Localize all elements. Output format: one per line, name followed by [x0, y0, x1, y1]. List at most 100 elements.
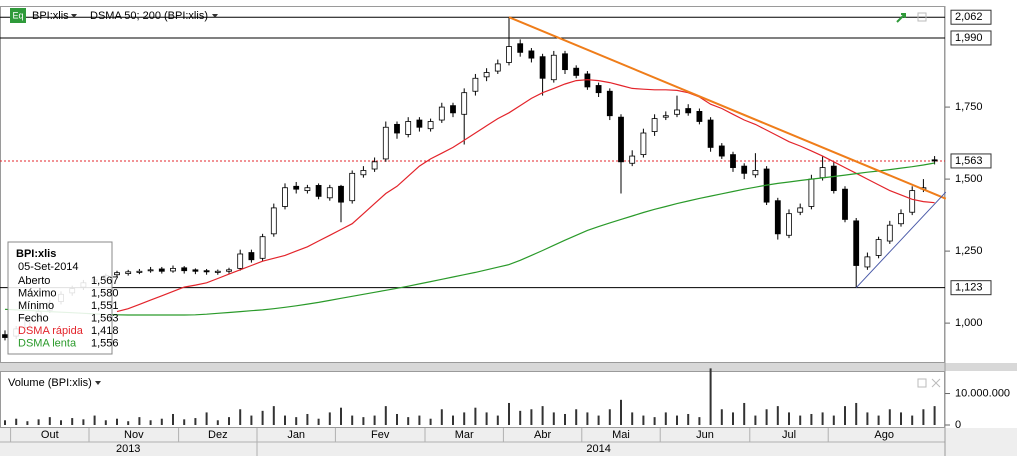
candle-body [494, 63, 501, 72]
candle-body [203, 270, 210, 273]
volume-bar [832, 415, 835, 425]
volume-bar [418, 415, 421, 425]
candle-body [472, 77, 479, 92]
candle-body [550, 54, 557, 81]
volume-tick-label: 10.000.000 [955, 387, 1010, 399]
volume-bar [821, 412, 824, 425]
candle-body [864, 256, 871, 268]
volume-bar [530, 409, 533, 425]
candle-body [539, 56, 546, 79]
trend-line [508, 16, 947, 200]
volume-bar [911, 415, 914, 425]
candle-body [114, 272, 120, 276]
volume-bar [272, 406, 275, 425]
info-value: 1,580 [91, 287, 119, 299]
candle-body [662, 115, 669, 118]
volume-bar [844, 406, 846, 425]
x-tick-label: Mai [612, 429, 630, 441]
dropdown-arrow[interactable] [212, 14, 218, 18]
candle-body [562, 53, 568, 71]
volume-bar [564, 413, 566, 425]
candle-body [886, 224, 893, 242]
candle-body [730, 154, 736, 168]
volume-bar [933, 406, 936, 425]
volume-bar [4, 420, 6, 425]
volume-panel [0, 371, 945, 428]
candle-body [360, 170, 367, 176]
volume-bar [620, 399, 622, 425]
volume-bar [82, 419, 85, 425]
candle-body [595, 85, 602, 94]
x-tick-label: Jan [287, 429, 305, 441]
candle-body [931, 159, 938, 162]
info-label: Mínimo [18, 300, 54, 312]
volume-bar [541, 406, 544, 425]
candle-body [696, 111, 703, 122]
chart-icon[interactable] [10, 8, 26, 23]
x-tick-label: Fev [371, 429, 390, 441]
volume-title: Volume (BPI:xlis) [8, 377, 92, 389]
volume-bar [552, 412, 555, 425]
close-icon[interactable] [931, 378, 941, 388]
x-tick-label: Dez [208, 429, 228, 441]
y-tick-label: 1,500 [955, 173, 983, 185]
volume-bar [866, 412, 869, 425]
y-tick-label: 1,750 [955, 101, 983, 113]
volume-bar [373, 415, 376, 425]
candle-body [909, 190, 916, 213]
chart-icon-label: Eq [12, 10, 23, 20]
candle-body [830, 165, 837, 192]
info-value: 1,563 [91, 312, 119, 324]
volume-bar [631, 412, 634, 425]
candle-body [517, 43, 524, 53]
candle-body [797, 207, 804, 213]
moving-average-line [4, 162, 935, 316]
candle-body [819, 167, 826, 179]
year-label: 2014 [586, 443, 610, 455]
candle-body [248, 252, 255, 261]
candle-body [842, 188, 848, 220]
trend-icon[interactable] [896, 13, 906, 23]
candle-body [629, 155, 636, 164]
candle-body [438, 106, 445, 121]
candle-body [528, 50, 535, 59]
candle-body [786, 213, 792, 236]
volume-bar [26, 421, 29, 425]
volume-bar [664, 412, 667, 425]
legend-entry: DSMA rápida [18, 325, 84, 337]
volume-bar [250, 415, 253, 425]
volume-bar [485, 412, 488, 425]
volume-bar [104, 420, 107, 425]
candle-body [226, 269, 232, 272]
candle-body [674, 109, 680, 115]
volume-bar [608, 409, 611, 425]
candle-body [125, 271, 132, 274]
price-label: 1,990 [955, 32, 983, 44]
candle-body [405, 121, 412, 135]
volume-bar [474, 407, 477, 425]
volume-bar [37, 419, 40, 425]
price-label-box [950, 280, 992, 296]
volume-bar [496, 415, 499, 425]
legend-value: 1,556 [91, 337, 119, 349]
candle-body [136, 270, 143, 273]
candle-body [450, 105, 456, 114]
volume-bar [642, 415, 645, 425]
volume-bar [508, 402, 510, 425]
candle-body [192, 269, 199, 272]
dropdown-arrow[interactable] [95, 381, 101, 385]
candle-body [741, 165, 748, 174]
volume-tick-label: 0 [955, 419, 961, 431]
volume-bar [452, 415, 454, 425]
dropdown-arrow[interactable] [71, 14, 77, 18]
candle-body [853, 220, 860, 266]
window-icon[interactable] [917, 12, 927, 22]
volume-bar [720, 409, 723, 425]
volume-bar [127, 421, 130, 425]
candle-body [349, 172, 356, 202]
volume-bar [116, 418, 118, 425]
x-tick-label: Nov [124, 429, 144, 441]
candle-body [461, 92, 468, 115]
window-icon[interactable] [917, 378, 927, 388]
volume-bar [709, 368, 712, 425]
